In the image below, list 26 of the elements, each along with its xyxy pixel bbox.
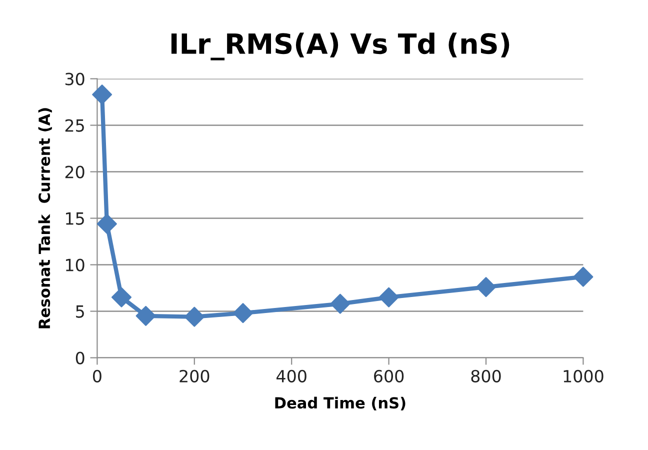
x-tick-label: 400 (276, 370, 306, 382)
x-tick-label: 200 (180, 370, 210, 382)
y-tick-label: 30 (65, 72, 84, 86)
y-tick-label: 5 (76, 305, 84, 318)
point (136, 306, 156, 326)
x-tick-label: 600 (374, 370, 404, 382)
y-tick-label: 15 (66, 212, 84, 225)
point (92, 84, 112, 105)
x-tick-label: 0 (92, 370, 102, 382)
point (232, 303, 254, 324)
point (96, 214, 117, 234)
point (330, 294, 350, 314)
point (378, 287, 399, 308)
x-tick-label: 1000 (564, 370, 604, 382)
point (573, 266, 594, 287)
y-tick-label: 0 (76, 352, 84, 364)
point (184, 306, 204, 327)
chart-title: ILr_RMS(A) Vs Td (nS) (171, 32, 510, 60)
y-tick-label: 20 (65, 166, 84, 178)
x-axis-title: Dead Time (nS) (275, 396, 406, 410)
x-tick-label: 800 (471, 370, 501, 382)
point (476, 277, 496, 298)
point (111, 287, 132, 308)
y-tick-label: 10 (66, 258, 84, 272)
y-tick-label: 25 (65, 119, 84, 132)
y-axis-title: Resonat Tank Current (A) (38, 108, 52, 328)
